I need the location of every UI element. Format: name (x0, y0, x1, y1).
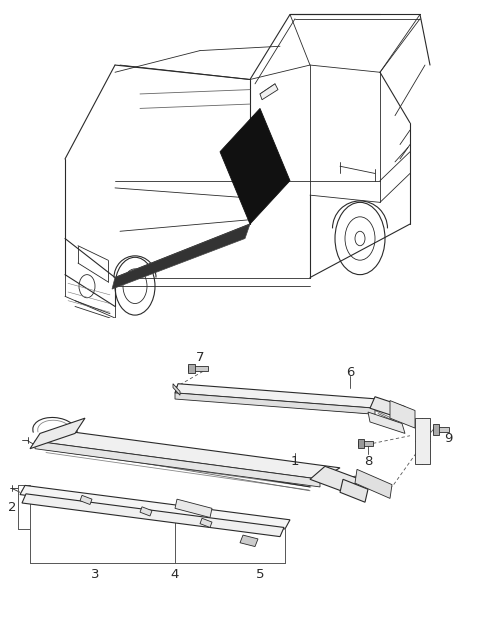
Polygon shape (35, 441, 320, 487)
Polygon shape (220, 108, 290, 224)
Text: 7: 7 (196, 351, 204, 364)
Polygon shape (200, 518, 212, 527)
Polygon shape (355, 469, 392, 499)
Text: 1: 1 (291, 455, 299, 468)
Polygon shape (240, 535, 258, 546)
Text: 4: 4 (171, 569, 179, 581)
Polygon shape (112, 224, 250, 289)
Text: 5: 5 (256, 569, 264, 581)
Polygon shape (260, 84, 278, 100)
Polygon shape (140, 507, 152, 516)
Polygon shape (433, 427, 449, 432)
Polygon shape (20, 485, 290, 529)
Polygon shape (80, 495, 92, 504)
Polygon shape (175, 393, 375, 414)
Polygon shape (173, 384, 180, 395)
Text: 6: 6 (346, 366, 354, 379)
Polygon shape (175, 499, 212, 518)
Polygon shape (310, 466, 360, 492)
Polygon shape (368, 412, 405, 433)
Polygon shape (30, 418, 85, 449)
Polygon shape (22, 494, 284, 537)
Polygon shape (188, 364, 195, 373)
Text: 8: 8 (364, 455, 372, 468)
Polygon shape (188, 366, 208, 371)
Text: 3: 3 (91, 569, 99, 581)
Polygon shape (340, 480, 368, 502)
Polygon shape (415, 418, 430, 464)
Polygon shape (35, 429, 340, 480)
Polygon shape (358, 441, 373, 446)
Polygon shape (433, 424, 439, 435)
Text: 2: 2 (8, 501, 16, 514)
Polygon shape (175, 384, 378, 408)
Polygon shape (370, 397, 405, 418)
Polygon shape (358, 439, 364, 448)
Text: 9: 9 (444, 432, 452, 445)
Polygon shape (390, 401, 415, 428)
